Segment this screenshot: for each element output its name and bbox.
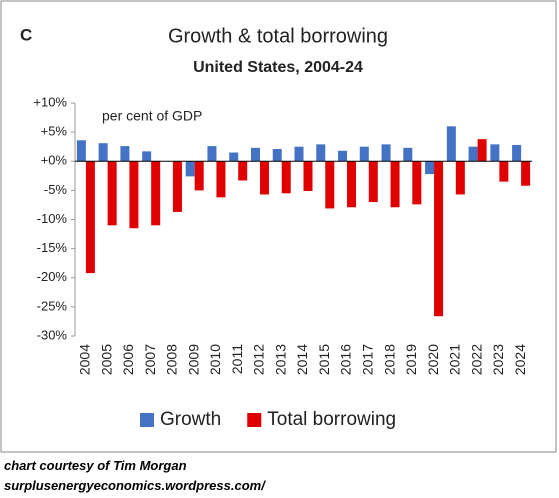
bar <box>216 161 226 198</box>
y-tick-label: -15% <box>37 240 68 255</box>
bar <box>390 161 400 208</box>
legend-swatch <box>247 413 262 427</box>
chart: C Growth & total borrowing United States… <box>0 0 557 453</box>
y-tick-label: +0% <box>41 153 68 168</box>
y-tick-label: -5% <box>44 182 68 197</box>
y-tick-label: +5% <box>41 124 68 139</box>
bar <box>403 147 413 162</box>
x-tick-label: 2022 <box>468 344 484 375</box>
x-tick-label: 2015 <box>316 344 332 375</box>
x-tick-label: 2023 <box>490 344 506 375</box>
x-tick-label: 2016 <box>338 344 354 375</box>
y-tick-label: -25% <box>37 298 68 313</box>
bar <box>434 161 444 317</box>
bar <box>512 144 522 162</box>
x-tick-label: 2006 <box>120 344 136 375</box>
bar <box>316 144 326 162</box>
bar <box>490 144 500 162</box>
y-tick-label: +10% <box>33 94 67 109</box>
bar <box>142 151 152 162</box>
bar <box>477 139 487 162</box>
x-tick-label: 2004 <box>77 344 93 375</box>
bar <box>294 146 304 162</box>
bar <box>338 150 348 162</box>
bar <box>238 161 248 181</box>
bar <box>468 146 478 162</box>
bar <box>368 161 378 203</box>
y-tick-label: -10% <box>37 211 68 226</box>
x-tick-label: 2013 <box>272 344 288 375</box>
bar <box>229 152 239 162</box>
bar <box>194 161 204 191</box>
bar <box>129 161 139 229</box>
credit: surplusenergyeconomics.wordpress.com/ <box>4 478 265 493</box>
bar <box>85 161 95 274</box>
credit: chart courtesy of Tim Morgan <box>4 458 187 473</box>
legend-swatch <box>140 413 154 427</box>
bar <box>499 161 509 182</box>
bar <box>151 161 161 226</box>
chart-title: Growth & total borrowing <box>168 25 388 47</box>
bar <box>185 161 195 177</box>
bar <box>281 161 291 194</box>
bar <box>98 143 108 162</box>
bar <box>107 161 117 226</box>
y-tick-label: -20% <box>37 269 68 284</box>
x-tick-label: 2014 <box>294 344 310 375</box>
x-tick-label: 2012 <box>251 344 267 375</box>
bar <box>446 126 456 162</box>
bar <box>521 161 531 186</box>
x-tick-label: 2009 <box>185 344 201 375</box>
bar <box>303 161 313 191</box>
bar <box>381 144 391 162</box>
bar <box>412 161 422 205</box>
x-tick-label: 2024 <box>512 344 528 375</box>
bar <box>455 161 465 195</box>
x-tick-label: 2007 <box>142 344 158 375</box>
bar <box>207 146 217 162</box>
x-tick-label: 2018 <box>381 344 397 375</box>
bar <box>359 146 369 162</box>
bar <box>120 146 130 162</box>
panel-label: C <box>20 25 32 44</box>
legend-label: Total borrowing <box>267 409 396 430</box>
bar <box>250 147 260 162</box>
x-tick-label: 2017 <box>359 344 375 375</box>
x-tick-label: 2005 <box>98 344 114 375</box>
annotation: per cent of GDP <box>102 108 202 124</box>
bar <box>425 161 435 175</box>
legend-label: Growth <box>160 409 221 430</box>
x-tick-label: 2020 <box>425 344 441 375</box>
x-tick-label: 2011 <box>229 344 245 374</box>
bar <box>272 149 282 162</box>
x-tick-label: 2010 <box>207 344 223 375</box>
bar <box>172 161 182 212</box>
bar <box>76 140 86 162</box>
y-tick-label: -30% <box>37 327 68 342</box>
x-tick-label: 2008 <box>164 344 180 375</box>
bar <box>325 161 335 209</box>
chart-subtitle: United States, 2004-24 <box>193 59 363 76</box>
bar <box>347 161 357 208</box>
x-tick-label: 2019 <box>403 344 419 375</box>
bar <box>259 161 269 195</box>
x-tick-label: 2021 <box>447 344 463 375</box>
